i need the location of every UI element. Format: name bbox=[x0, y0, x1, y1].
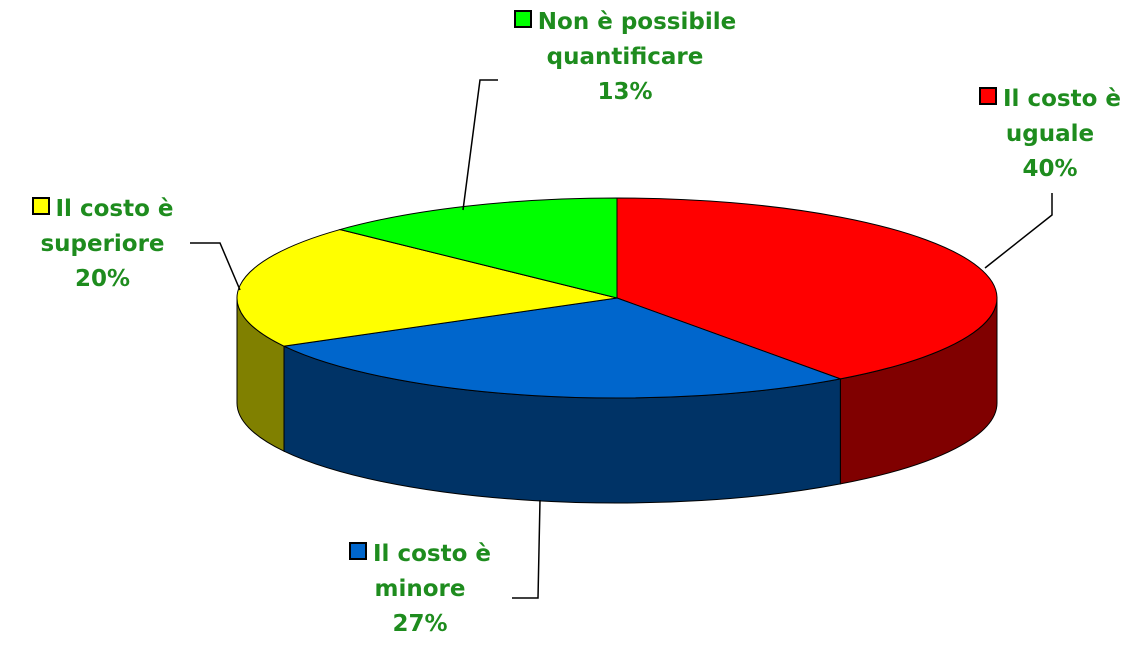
value-label: 13% bbox=[597, 79, 653, 105]
slice-label: Il costo è uguale 40% bbox=[960, 82, 1140, 187]
slice-label: Il costo è minore 27% bbox=[325, 537, 515, 642]
leader-line bbox=[984, 193, 1053, 269]
legend-swatch bbox=[31, 197, 50, 215]
category-label: Non è possibile quantificare bbox=[537, 9, 737, 70]
category-label: Il costo è minore bbox=[373, 541, 491, 602]
category-label: Il costo è superiore bbox=[40, 196, 174, 257]
pie-slice bbox=[236, 229, 618, 347]
legend-swatch bbox=[979, 87, 997, 105]
leader-line bbox=[190, 242, 241, 291]
value-label: 27% bbox=[392, 611, 448, 637]
leader-line bbox=[462, 79, 498, 211]
leader-line bbox=[512, 499, 541, 599]
legend-swatch bbox=[513, 10, 532, 28]
value-label: 20% bbox=[74, 266, 131, 292]
pie bbox=[236, 197, 998, 504]
pie-slice bbox=[282, 297, 843, 399]
value-label: 40% bbox=[1022, 156, 1078, 182]
legend-swatch bbox=[349, 542, 367, 560]
leader-lines bbox=[190, 79, 1053, 599]
category-label: Il costo è uguale bbox=[1003, 86, 1121, 147]
pie-slice bbox=[616, 197, 998, 380]
pie-slice bbox=[338, 197, 618, 299]
slice-label: Non è possibile quantificare 13% bbox=[510, 5, 740, 110]
slice-label: Il costo è superiore 20% bbox=[5, 192, 200, 297]
